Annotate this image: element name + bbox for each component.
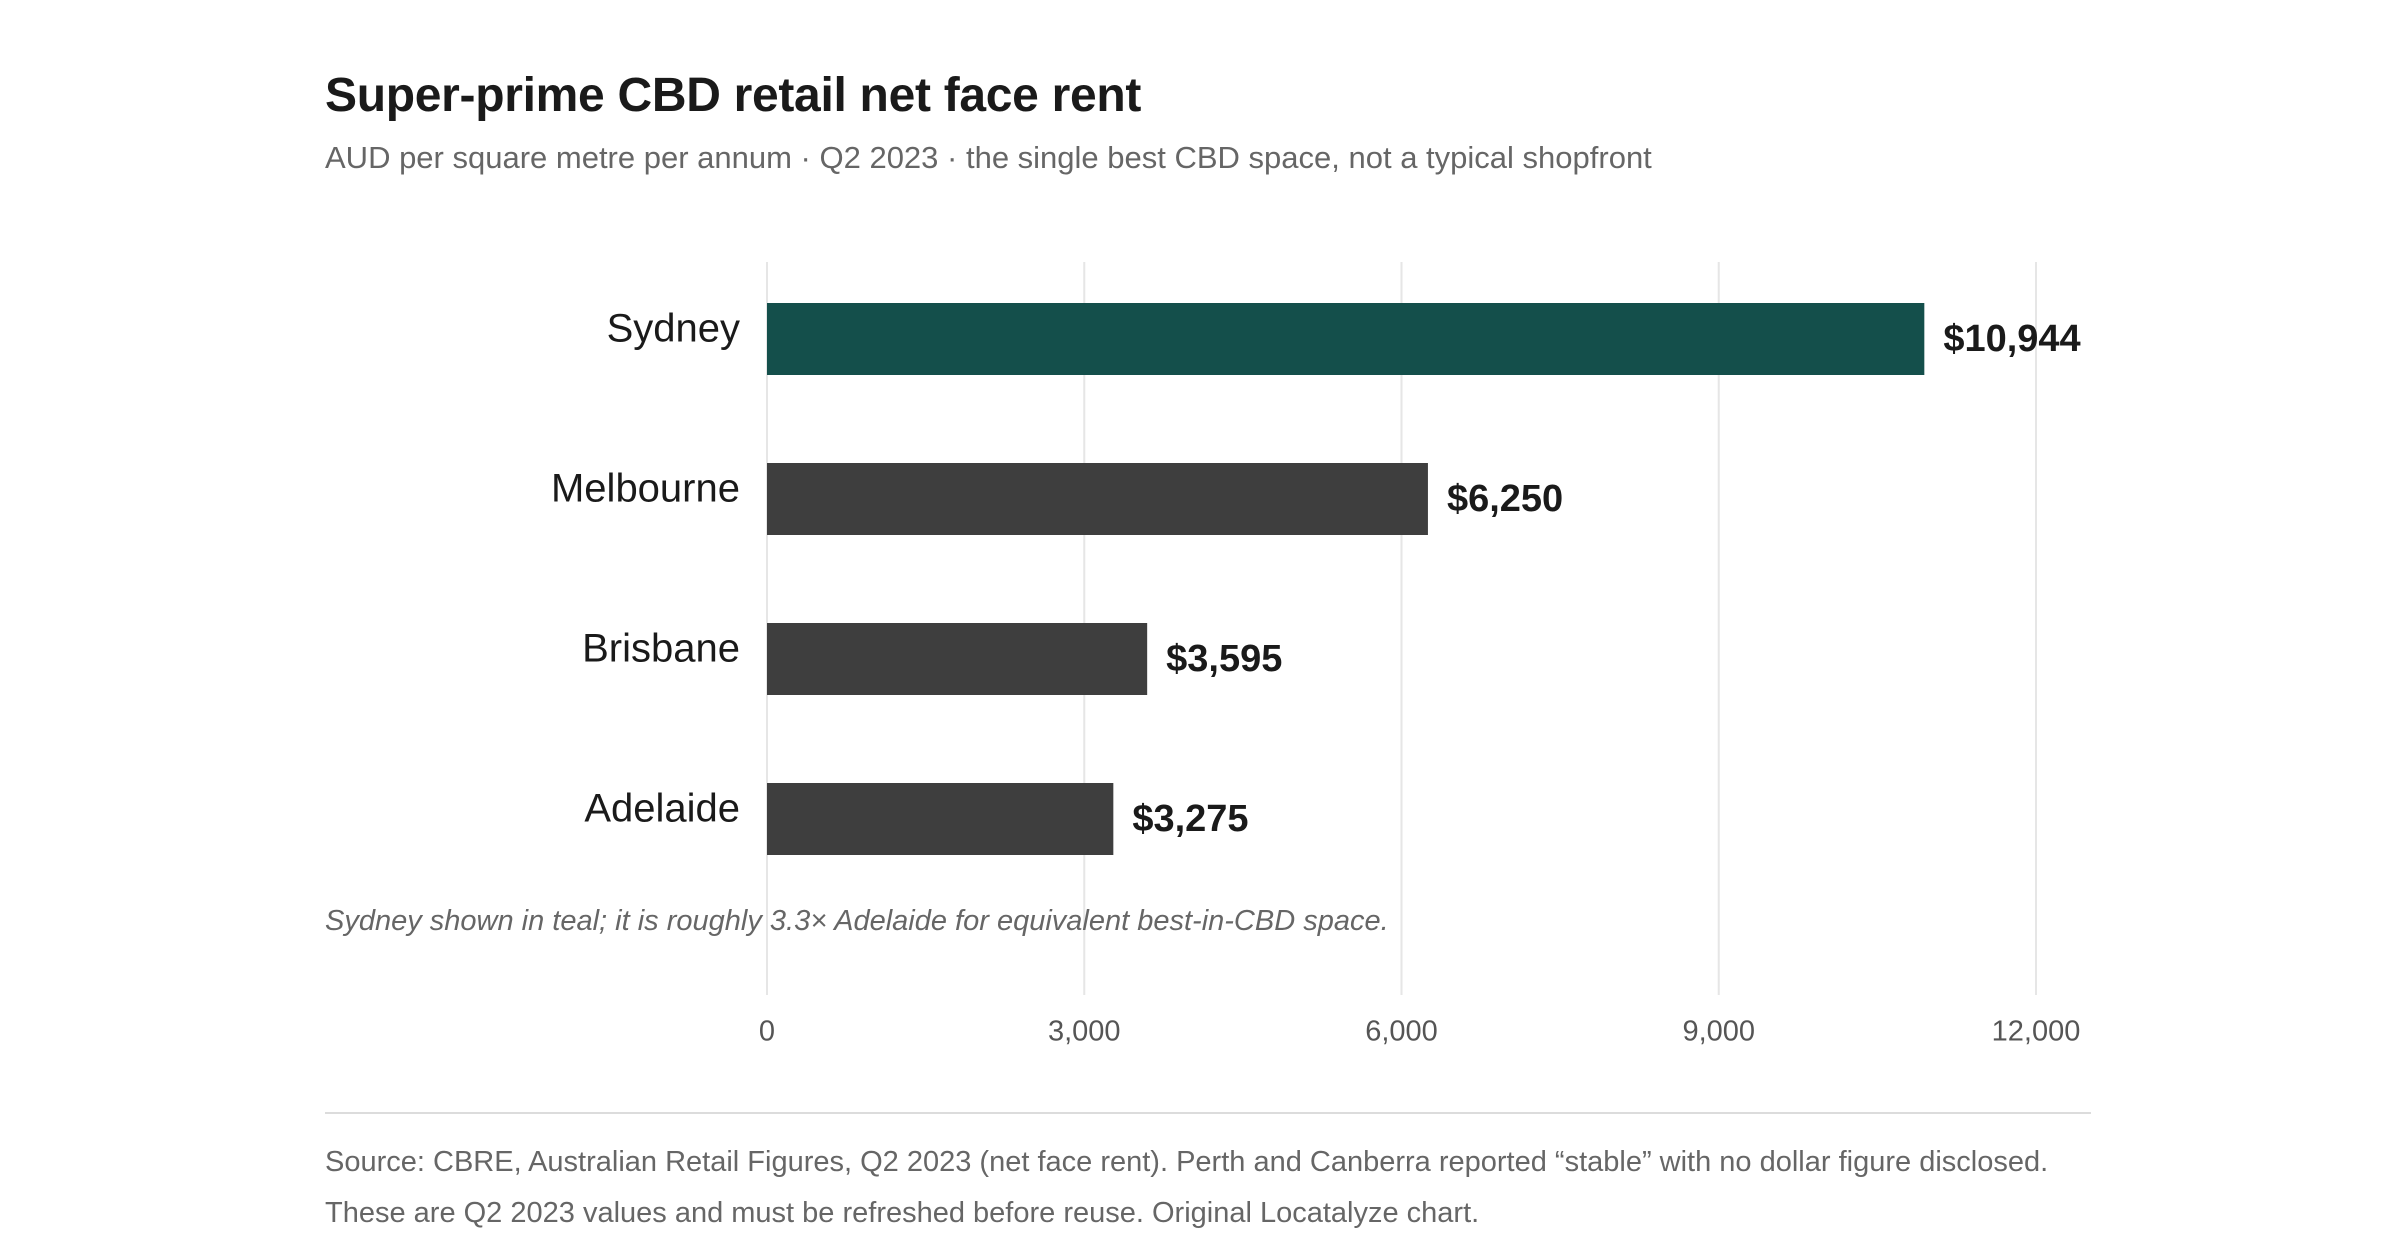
chart-note: Sydney shown in teal; it is roughly 3.3×… bbox=[325, 905, 1389, 937]
x-axis-ticks: 0 3,000 6,000 9,000 12,000 bbox=[759, 1016, 2080, 1048]
category-label: Sydney bbox=[607, 307, 740, 351]
bar-sydney bbox=[767, 303, 1925, 375]
category-label: Brisbane bbox=[582, 627, 740, 671]
value-labels: $10,944 $6,250 $3,595 $3,275 bbox=[1132, 318, 2080, 840]
bar-brisbane bbox=[767, 623, 1148, 695]
source-line-2: These are Q2 2023 values and must be ref… bbox=[325, 1197, 1480, 1229]
value-label: $6,250 bbox=[1447, 478, 1563, 520]
value-label: $3,595 bbox=[1166, 638, 1282, 680]
x-tick-label: 0 bbox=[759, 1016, 775, 1048]
category-label: Melbourne bbox=[551, 467, 740, 511]
chart-title: Super-prime CBD retail net face rent bbox=[325, 69, 1142, 122]
x-tick-label: 9,000 bbox=[1682, 1016, 1755, 1048]
source-line-1: Source: CBRE, Australian Retail Figures,… bbox=[325, 1146, 2049, 1178]
bars bbox=[767, 303, 1925, 855]
source-note: Source: CBRE, Australian Retail Figures,… bbox=[325, 1137, 2048, 1239]
x-tick-label: 12,000 bbox=[1992, 1016, 2081, 1048]
bar-adelaide bbox=[767, 783, 1114, 855]
x-tick-label: 6,000 bbox=[1365, 1016, 1438, 1048]
value-label: $3,275 bbox=[1132, 798, 1248, 840]
chart-subtitle: AUD per square metre per annum · Q2 2023… bbox=[325, 140, 1652, 175]
x-tick-label: 3,000 bbox=[1048, 1016, 1121, 1048]
category-labels: Sydney Melbourne Brisbane Adelaide bbox=[551, 307, 740, 831]
category-label: Adelaide bbox=[584, 787, 740, 831]
value-label: $10,944 bbox=[1943, 318, 2080, 360]
footer-divider bbox=[325, 1112, 2091, 1114]
bar-melbourne bbox=[767, 463, 1428, 535]
